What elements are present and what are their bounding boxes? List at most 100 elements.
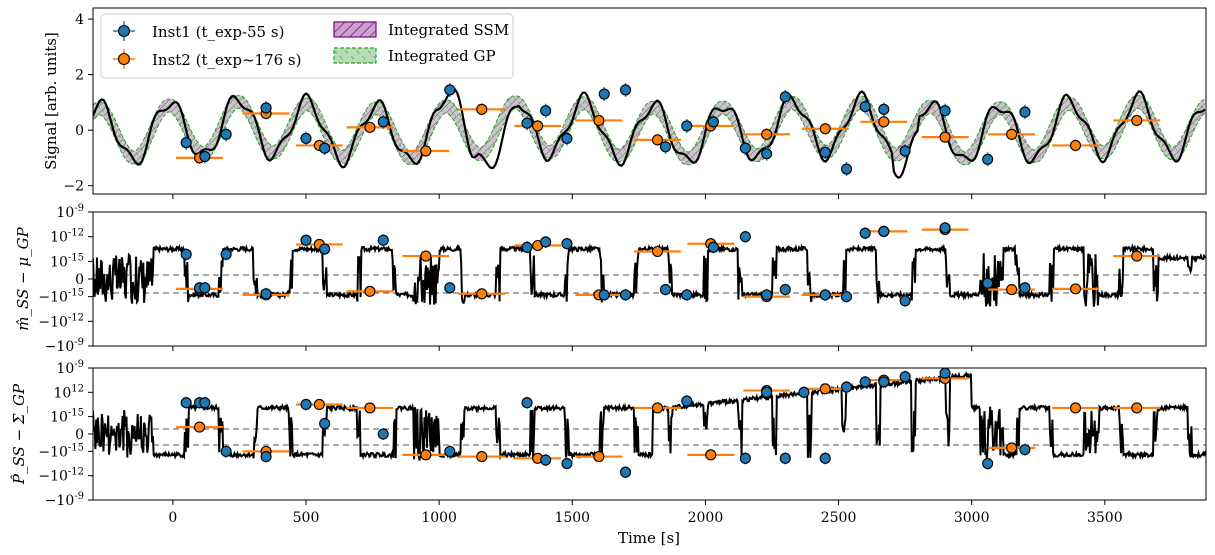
inst1-point — [561, 237, 573, 250]
mean-residual-panel: 10-9 10-12 10-15 0−10-15 −10-12 −10-9 m̂_SS −… — [14, 203, 1207, 355]
signal-panel: −2 0 2 4 Signal [arb. units] Inst1 (t_exp-5… — [42, 7, 1207, 195]
inst1-point — [180, 135, 192, 150]
inst1-point — [761, 288, 773, 301]
inst1-point — [260, 100, 272, 115]
y-tick-label: 10-9 — [56, 359, 84, 377]
x-tick-label: 3500 — [1087, 510, 1123, 526]
inst1-point — [619, 288, 632, 301]
inst1-point — [619, 466, 632, 479]
inst2-point — [687, 449, 735, 461]
inst1-point — [899, 370, 911, 383]
inst1-point — [300, 398, 312, 411]
legend-box — [100, 13, 514, 79]
inst1-point — [521, 116, 533, 131]
inst2-point — [1052, 283, 1099, 295]
inst1-point — [180, 396, 192, 409]
legend-marker-inst2 — [113, 49, 135, 69]
legend-label-inst1: Inst1 (t_exp-55 s) — [152, 23, 284, 41]
inst1-point — [761, 386, 773, 399]
inst1-point — [739, 230, 751, 243]
inst2-point — [743, 128, 791, 141]
inst1-point — [779, 283, 791, 296]
x-tick-label: 2000 — [688, 510, 724, 526]
inst1-point — [939, 103, 951, 118]
inst2-point — [1052, 402, 1099, 414]
inst1-point — [707, 241, 719, 254]
inst2-point — [634, 245, 681, 258]
inst1-point — [707, 114, 719, 129]
legend-label-gp: Integrated GP — [388, 47, 496, 65]
y-tick-label: 1012 — [53, 383, 84, 401]
inst1-point — [681, 288, 693, 301]
inst1-point — [899, 143, 911, 158]
inst1-point — [982, 457, 994, 470]
inst1-point — [659, 283, 672, 296]
inst2-point — [402, 449, 450, 461]
inst1-point — [739, 452, 751, 465]
axes-frame — [92, 211, 1207, 347]
inst1-point — [444, 82, 456, 97]
inst1-point — [878, 375, 890, 388]
inst2-point — [988, 128, 1036, 141]
legend: Inst1 (t_exp-55 s) Inst2 (t_exp~176 s) I… — [100, 13, 514, 79]
y-tick-label: 10-15 — [50, 408, 84, 426]
inst2-point — [860, 115, 908, 128]
inst2-point — [801, 122, 849, 135]
x-tick-label: 0 — [168, 510, 177, 526]
inst2-point — [176, 421, 223, 433]
inst1-point — [859, 227, 871, 240]
inst1-point — [739, 141, 751, 156]
inst1-point — [939, 221, 951, 234]
inst1-point — [260, 287, 272, 300]
inst1-point — [540, 103, 552, 118]
inst1-point — [377, 428, 389, 440]
x-tick-label: 500 — [293, 510, 320, 526]
inst2-point — [575, 114, 623, 127]
inst1-point — [377, 234, 389, 247]
inst2-point — [514, 119, 562, 132]
inst1-point — [377, 114, 389, 129]
inst2-point — [634, 133, 681, 146]
y-axis-label-signal: Signal [arb. units] — [42, 32, 60, 170]
inst1-point — [779, 89, 791, 104]
inst1-point — [561, 131, 573, 146]
inst2-point — [1113, 402, 1161, 414]
y-tick-label: 2 — [75, 68, 84, 84]
inst1-point — [779, 452, 791, 465]
inst1-point — [681, 395, 693, 407]
legend-marker-inst1 — [113, 21, 135, 41]
inst1-point — [199, 396, 211, 409]
inst2-point — [801, 383, 849, 395]
inst1-point — [199, 149, 211, 164]
inst1-point — [220, 127, 232, 142]
inst1-point — [982, 152, 994, 167]
y-tick-label: 10-9 — [56, 203, 84, 221]
inst1-point — [319, 141, 331, 156]
inst2-point — [402, 250, 450, 262]
y-tick-label: 4 — [75, 12, 84, 28]
inst1-point — [300, 234, 312, 247]
inst1-point — [540, 235, 552, 248]
inst1-point — [300, 131, 312, 146]
inst1-point — [260, 450, 272, 463]
inst1-point — [319, 243, 331, 256]
inst1-point — [444, 281, 456, 294]
x-tick-label: 2500 — [821, 510, 857, 526]
x-tick-label: 1000 — [421, 510, 457, 526]
band-upper-edge — [93, 94, 1206, 153]
x-axis-label: Time [s] — [618, 529, 680, 547]
y-tick-label: −10-12 — [38, 312, 84, 330]
inst2-point — [575, 451, 623, 463]
y-tick-label: 0 — [75, 427, 84, 443]
inst1-point — [598, 288, 610, 301]
y-tick-label: 10-15 — [50, 252, 84, 270]
inst1-point — [619, 82, 632, 97]
gp-hatch — [93, 95, 1205, 165]
inst2-point — [402, 144, 450, 157]
inst1-point — [659, 139, 672, 154]
legend-patch-ssm — [333, 21, 377, 38]
inst1-point — [878, 102, 890, 117]
inst2-point — [921, 131, 969, 144]
inst1-point — [899, 294, 911, 307]
inst1-point — [199, 281, 211, 294]
